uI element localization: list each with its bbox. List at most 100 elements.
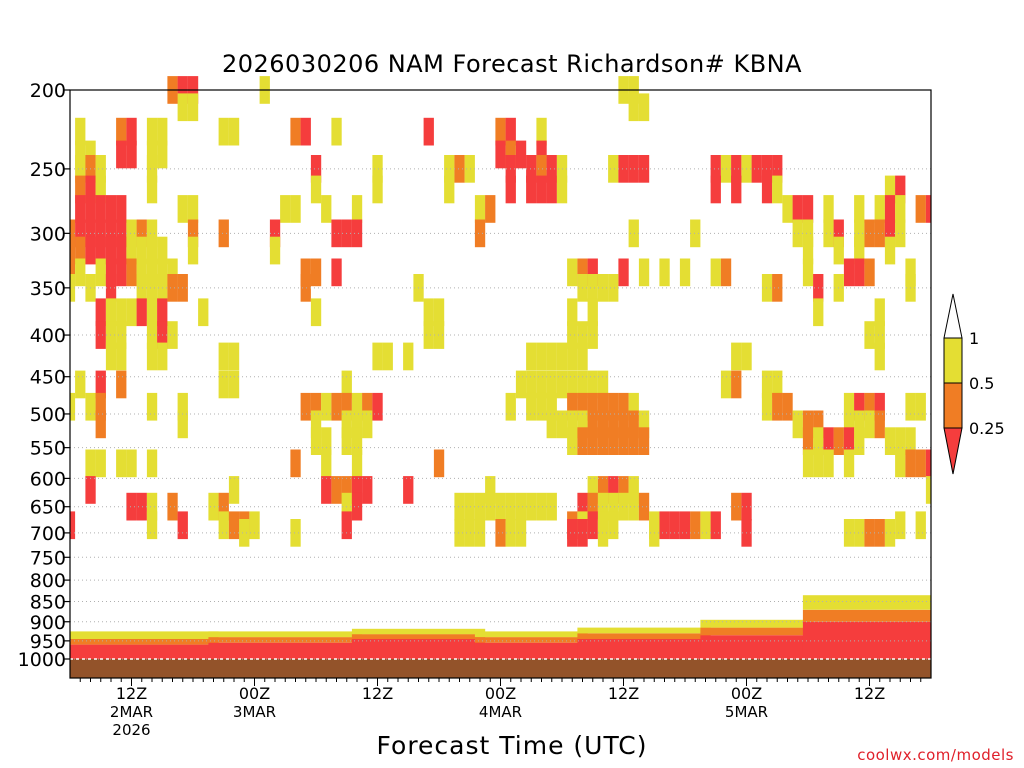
ri-cell [85, 476, 96, 504]
ri-cell [280, 195, 291, 223]
ri-cell [854, 410, 865, 439]
ri-cell [587, 410, 598, 439]
x-tick-label: 4MAR [479, 703, 522, 721]
ri-cell [70, 236, 76, 265]
ri-cell [300, 258, 311, 287]
ri-cell [95, 298, 106, 327]
ri-cell [690, 511, 701, 540]
ri-cell [874, 298, 885, 327]
ri-cell [884, 236, 896, 265]
ri-cell [526, 492, 537, 521]
ri-cell [310, 155, 322, 183]
ri-cell [116, 370, 127, 399]
ri-cell [75, 117, 86, 146]
ri-cell [146, 511, 158, 540]
ri-cell [854, 392, 865, 421]
ri-cell [126, 492, 137, 521]
ri-cell [126, 258, 137, 287]
ri-cell [567, 298, 578, 327]
ri-cell [372, 155, 383, 183]
ri-cell [362, 476, 373, 504]
ri-cell [618, 492, 629, 521]
ri-cell [587, 274, 598, 302]
ri-cell [628, 410, 639, 439]
ri-cell [75, 370, 86, 399]
ri-band [70, 644, 219, 659]
ri-cell [587, 298, 598, 327]
ri-cell [854, 236, 865, 265]
ri-cell [618, 392, 629, 421]
ri-cell [638, 492, 650, 521]
ri-cell [925, 195, 931, 223]
ri-cell [802, 236, 814, 265]
ri-cell [731, 175, 742, 204]
ri-cell [772, 274, 783, 302]
y-tick-label: 400 [30, 325, 66, 347]
ri-cell [567, 342, 578, 371]
ri-cell [495, 492, 506, 521]
ri-cell [351, 195, 363, 223]
ri-cell [85, 140, 96, 169]
ri-cell [515, 519, 527, 547]
ri-cell [126, 449, 137, 478]
x-tick-label: 2026 [112, 721, 150, 739]
ri-cell [505, 117, 516, 146]
ri-cell [167, 274, 178, 302]
ri-cell [536, 175, 547, 204]
ri-cell [157, 342, 168, 371]
x-tick-label: 2MAR [110, 703, 153, 721]
ri-cell [126, 298, 137, 327]
y-tick-label: 600 [30, 468, 66, 490]
colorbar-bin-gt1 [943, 293, 963, 339]
ri-cell [85, 195, 96, 223]
ri-cell [556, 370, 568, 399]
ri-cell [905, 392, 916, 421]
ri-cell [546, 410, 557, 439]
colorbar-bin-0-25-to-0-5 [943, 382, 963, 429]
ri-cell [761, 274, 773, 302]
ri-cell [854, 519, 865, 547]
ri-cell [710, 258, 721, 287]
ri-cell [710, 155, 721, 183]
ri-cell [526, 175, 537, 204]
ri-cell [843, 519, 855, 547]
ri-cell [628, 93, 639, 122]
ri-cell [228, 117, 240, 146]
ri-cell [741, 342, 752, 371]
ri-cell [597, 519, 609, 547]
ri-cell [95, 370, 106, 399]
ri-cell [618, 427, 629, 455]
ri-cell [638, 155, 650, 183]
ri-cell [925, 476, 931, 504]
ri-cell [433, 321, 445, 349]
ri-cell [895, 195, 906, 223]
ri-cell [884, 195, 896, 223]
ri-band [70, 639, 219, 645]
ri-cell [403, 342, 414, 371]
ri-cell [854, 427, 865, 455]
ri-cell [187, 236, 199, 265]
ri-cell [526, 370, 537, 399]
ri-cell [608, 427, 619, 455]
y-axis: 200 250 300 350 400 450 500 550 600 650 7007508008… [18, 80, 70, 671]
ri-cell [843, 449, 855, 478]
ri-cell [751, 155, 762, 183]
ri-cell [341, 427, 352, 455]
ri-cell [116, 321, 127, 349]
ri-cell [136, 219, 147, 248]
ri-cell [146, 258, 158, 287]
ri-cell [433, 449, 445, 478]
x-tick-label: 12Z [854, 684, 885, 703]
ri-cell [269, 219, 281, 248]
ri-cell [864, 258, 875, 287]
ri-cell [341, 476, 352, 504]
ri-cell [505, 175, 516, 204]
ri-cell [669, 511, 680, 540]
y-tick-label: 900 [30, 612, 66, 634]
ri-band [700, 635, 814, 659]
ri-cell [341, 410, 352, 439]
ri-cell [526, 155, 537, 183]
ri-cell [70, 274, 76, 302]
ri-cell [587, 392, 598, 421]
